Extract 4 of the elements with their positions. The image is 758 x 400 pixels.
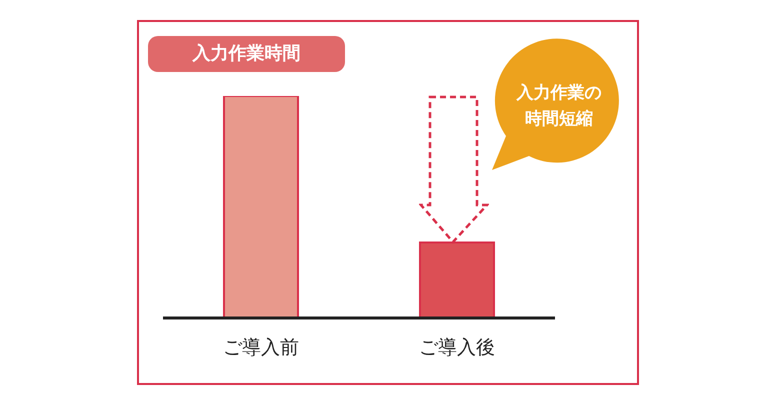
x-tick-label: ご導入前 (223, 336, 299, 358)
x-tick-label: ご導入後 (419, 336, 495, 358)
chart-title: 入力作業時間 (148, 36, 345, 72)
annotation: 入力作業の時間短縮 (515, 82, 602, 131)
